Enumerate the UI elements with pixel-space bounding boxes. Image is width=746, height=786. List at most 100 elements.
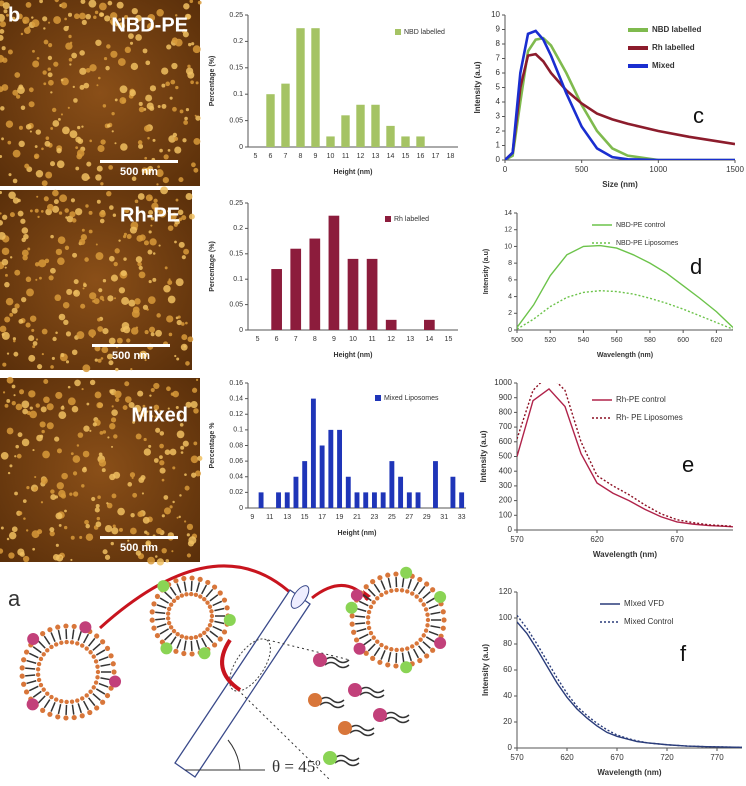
particle <box>136 209 140 213</box>
particle <box>126 338 131 343</box>
particle <box>95 503 100 508</box>
x-tick-label: 620 <box>590 535 604 544</box>
particle <box>156 558 164 566</box>
particle <box>89 429 92 432</box>
particle <box>183 120 189 125</box>
particle <box>32 60 40 68</box>
bar <box>319 445 325 508</box>
particle <box>167 280 173 285</box>
particle <box>161 67 169 75</box>
particle <box>83 466 87 470</box>
particle <box>5 297 14 306</box>
particle <box>63 319 69 325</box>
particle <box>68 57 73 62</box>
lipid-head <box>405 646 410 651</box>
lipid-head <box>393 571 399 577</box>
particle <box>79 12 86 20</box>
particle <box>91 496 96 502</box>
legend-swatch <box>385 216 391 222</box>
particle <box>180 451 184 454</box>
lipid-head <box>108 653 114 659</box>
particle <box>178 177 184 183</box>
lipid-head <box>414 594 419 599</box>
bar <box>386 125 395 147</box>
y-axis-label: Intensity (a.u) <box>479 430 488 482</box>
particle <box>26 288 34 297</box>
lipid-tail <box>98 682 109 688</box>
particle <box>153 458 159 463</box>
particle <box>144 167 152 175</box>
legend-label: Mixed <box>652 61 675 70</box>
particle <box>197 455 203 461</box>
particle <box>167 295 176 304</box>
particle <box>46 203 54 211</box>
particle <box>29 209 33 213</box>
lipid-head <box>63 623 69 629</box>
particle <box>82 364 91 373</box>
particle <box>100 139 106 145</box>
particle <box>5 273 8 277</box>
lipid-tail <box>214 620 225 625</box>
particle <box>124 46 131 53</box>
x-tick-label: 19 <box>336 514 344 521</box>
particle <box>130 512 135 518</box>
particle <box>40 477 48 485</box>
particle <box>129 41 134 45</box>
x-tick-label: 18 <box>447 153 455 160</box>
lipid-tail <box>50 632 56 642</box>
particle <box>49 161 56 167</box>
lipid-head <box>371 635 376 640</box>
lipid-head <box>365 615 371 620</box>
particle <box>128 401 135 409</box>
y-tick-label: 0 <box>508 525 513 534</box>
particle <box>23 517 26 520</box>
lipid-tail <box>362 594 372 602</box>
particle <box>191 472 197 478</box>
lipid-head <box>165 616 171 621</box>
particle <box>97 358 102 363</box>
bar <box>380 492 386 508</box>
particle <box>54 294 62 302</box>
line-series <box>517 290 733 330</box>
particle <box>2 2 10 10</box>
lipid-head <box>149 609 155 615</box>
lipid-tail <box>156 604 167 609</box>
lipid-tail <box>359 686 385 699</box>
x-axis-label: Height (nm) <box>338 530 377 537</box>
x-tick-label: 9 <box>314 153 318 160</box>
particle <box>164 266 168 270</box>
lipid-head <box>384 590 389 595</box>
particle <box>69 130 78 139</box>
lipid-tail <box>190 581 193 592</box>
lipid-head <box>425 617 431 623</box>
particle <box>60 406 65 410</box>
particle <box>167 209 171 213</box>
particle <box>162 176 169 184</box>
lipid-head <box>40 631 46 637</box>
lipid-head <box>424 581 430 587</box>
particle <box>130 527 137 535</box>
particle <box>0 21 7 28</box>
lipid-head <box>193 634 199 640</box>
particle <box>172 132 178 138</box>
lipid-tail <box>358 633 369 640</box>
legend-label: NBD-PE Liposomes <box>616 240 679 247</box>
lipid-head <box>375 639 380 644</box>
particle <box>23 555 30 563</box>
particle <box>32 341 38 346</box>
lipid-head <box>217 590 223 596</box>
particle <box>116 1 124 9</box>
y-tick-label: 9 <box>496 25 501 34</box>
lipid-head <box>171 598 177 604</box>
bar <box>337 429 343 508</box>
particle <box>25 529 29 532</box>
label-dye <box>198 647 211 660</box>
particle <box>6 352 10 355</box>
panel-letter: c <box>693 103 704 128</box>
particle <box>2 391 6 394</box>
lipid-head <box>424 653 430 659</box>
lipid-tail <box>428 630 439 636</box>
lipid-head <box>69 640 75 645</box>
particle <box>65 360 70 364</box>
lipid-tail <box>28 685 39 692</box>
